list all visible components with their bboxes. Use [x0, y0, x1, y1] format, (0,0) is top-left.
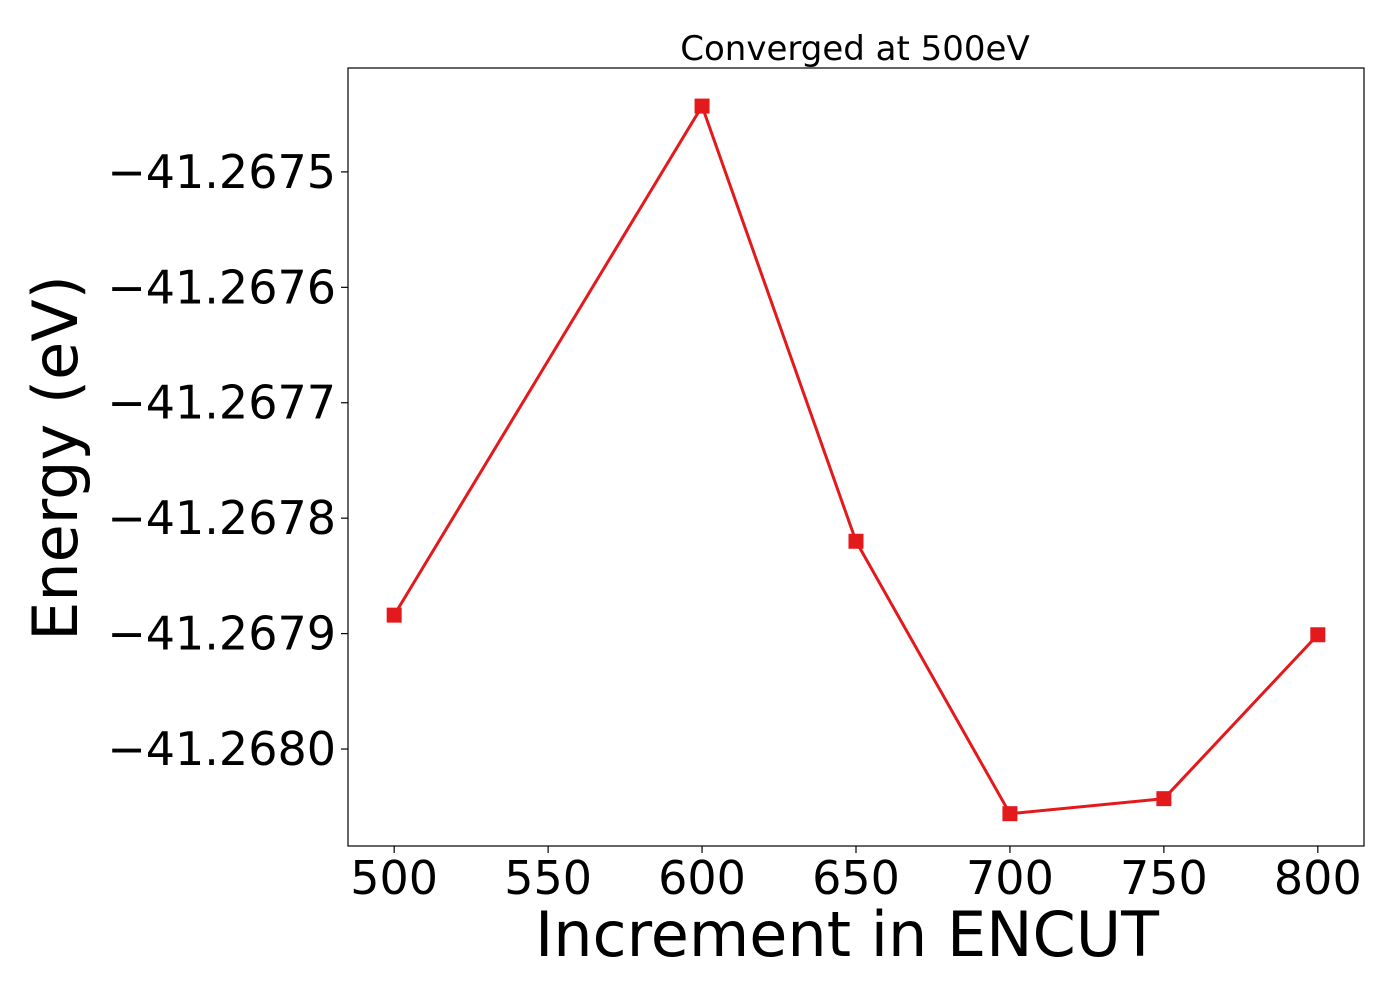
- series-line: [392, 104, 1319, 816]
- x-axis-label: Increment in ENCUT: [535, 898, 1160, 971]
- x-tick-label: 700: [966, 851, 1054, 905]
- x-tick-label: 600: [658, 851, 746, 905]
- y-axis-label: Energy (eV): [19, 275, 92, 641]
- y-axis: −41.2675 −41.2676 −41.2677 −41.2678 −41.2679…: [107, 145, 348, 776]
- data-point-750: [1156, 791, 1172, 807]
- x-tick-label: 500: [350, 851, 438, 905]
- y-tick-label: −41.2677: [107, 376, 336, 430]
- data-point-600: [694, 98, 710, 114]
- plot-area: [347, 67, 1365, 847]
- x-tick-label: 750: [1120, 851, 1208, 905]
- y-tick-label: −41.2679: [107, 607, 336, 661]
- data-point-800: [1310, 627, 1326, 643]
- y-tick-label: −41.2678: [107, 491, 336, 545]
- x-tick-label: 550: [504, 851, 592, 905]
- data-point-500: [386, 607, 402, 623]
- data-point-700: [1002, 806, 1018, 822]
- y-tick-label: −41.2676: [107, 260, 336, 314]
- x-axis: 500 550 600 650 700 750 800: [350, 846, 1362, 905]
- y-tick-label: −41.2675: [107, 145, 336, 199]
- chart-title: Converged at 500eV: [680, 29, 1029, 69]
- x-tick-label: 800: [1274, 851, 1362, 905]
- y-tick-label: −41.2680: [107, 722, 336, 776]
- x-tick-label: 650: [812, 851, 900, 905]
- data-point-650: [848, 533, 864, 549]
